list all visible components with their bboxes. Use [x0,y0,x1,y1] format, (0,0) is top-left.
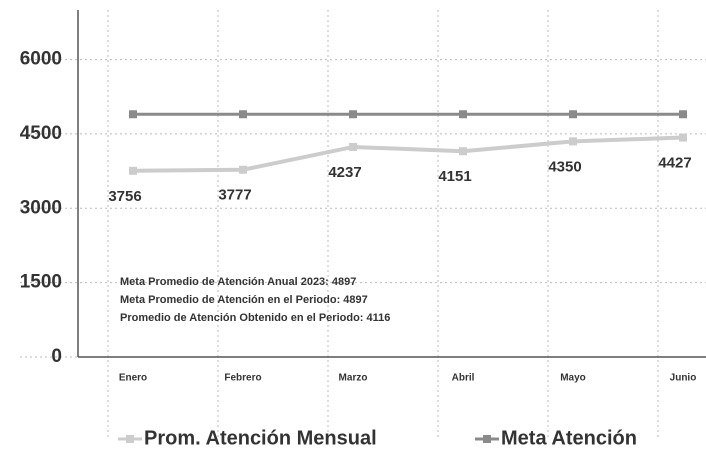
annotation: Meta Promedio de Atención Anual 2023: 48… [120,276,356,288]
data-label: 4350 [548,158,581,175]
x-tick-label: Marzo [339,373,368,384]
legend-label: Meta Atención [501,427,637,449]
legend-label: Prom. Atención Mensual [144,427,377,449]
x-tick-label: Junio [670,373,697,384]
point [569,137,577,146]
legend-marker [126,435,134,443]
legend-marker [483,435,491,443]
data-label: 4151 [438,168,471,185]
annotation: Promedio de Atención Obtenido en el Peri… [120,312,390,324]
y-tick-label: 6000 [20,49,62,70]
point [459,147,467,156]
data-label: 3777 [218,187,251,204]
point [679,133,687,142]
annotation: Meta Promedio de Atención en el Periodo:… [120,294,368,306]
point [349,142,357,151]
data-label: 3756 [108,188,141,205]
x-tick-label: Febrero [224,373,261,384]
series-line [132,135,684,173]
y-tick-label: 1500 [20,272,62,293]
point [129,110,137,119]
y-tick-label: 4500 [20,123,62,144]
x-tick-label: Mayo [560,373,586,384]
point [459,110,467,119]
point [129,166,137,175]
data-label: 4237 [328,164,361,181]
data-label: 4427 [658,155,691,172]
y-tick-label: 3000 [20,197,62,218]
point [679,110,687,119]
point [349,110,357,119]
point [239,110,247,119]
point [569,110,577,119]
x-tick-label: Abril [452,373,475,384]
point [239,165,247,174]
x-tick-label: Enero [119,373,147,384]
y-tick-label: 0 [51,346,62,367]
